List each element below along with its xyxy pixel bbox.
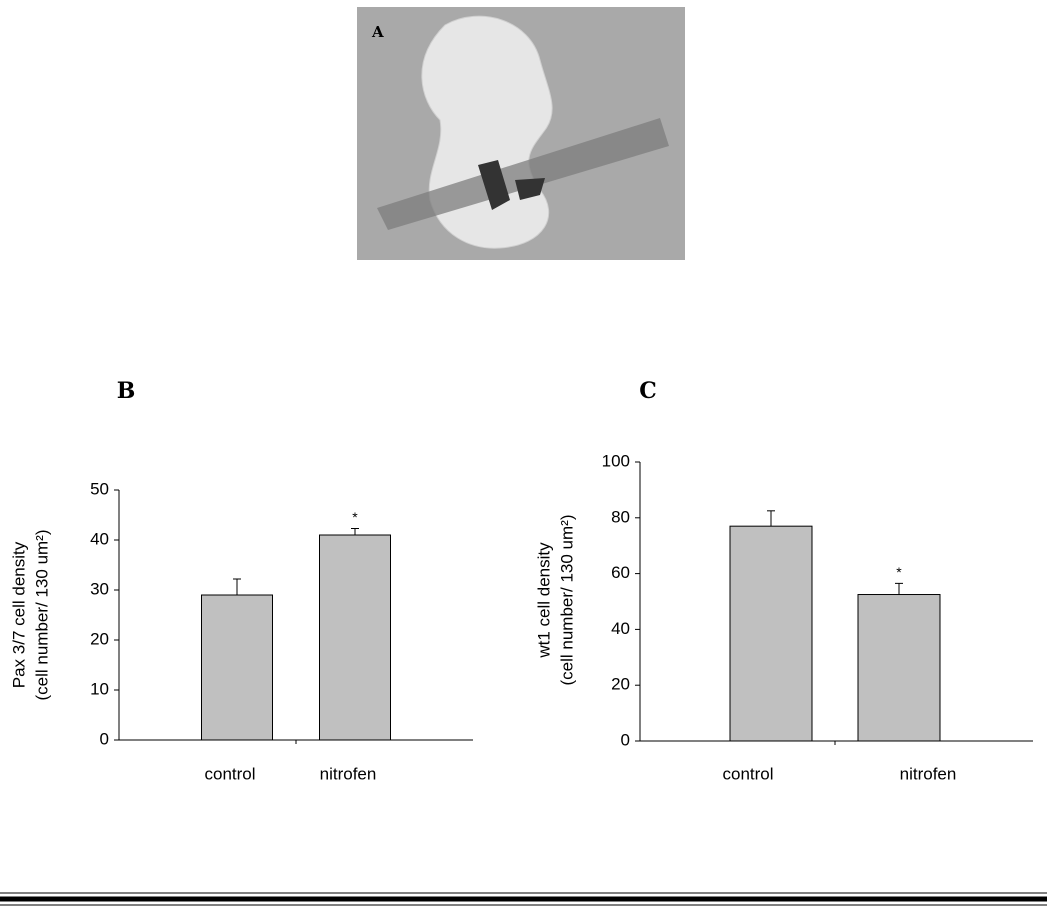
y-tick-label: 40 [90,529,109,548]
y-tick-label: 40 [611,619,630,638]
embryo-image: A [357,7,685,260]
significance-marker: * [896,564,902,580]
x-tick-label: nitrofen [320,764,377,783]
x-tick-label: nitrofen [900,764,957,783]
y-tick-label: 30 [90,579,109,598]
y-tick-label: 20 [611,675,630,694]
error-bar [767,511,775,526]
y-axis-label: wt1 cell density [534,542,553,659]
bar [730,526,812,741]
y-tick-label: 0 [100,729,109,748]
panel-label: C [639,378,657,404]
y-tick-label: 50 [90,479,109,498]
error-bar [351,529,359,536]
y-tick-label: 100 [602,451,630,470]
bar [202,595,273,740]
y-axis-label: Pax 3/7 cell density [9,541,28,688]
y-tick-label: 80 [611,507,630,526]
panel-label: B [117,378,136,404]
significance-marker: * [352,509,358,525]
y-tick-label: 20 [90,629,109,648]
y-axis-label: (cell number/ 130 um²) [32,529,51,700]
panel-label: A [371,23,384,41]
error-bar [895,583,903,594]
x-tick-label: control [204,764,255,783]
y-tick-label: 0 [621,730,630,749]
rule [0,893,1047,905]
bar [858,595,940,741]
bar [320,535,391,740]
figure: A BPax 3/7 cell density(cell number/ 130… [0,0,1047,922]
y-axis-label: (cell number/ 130 um²) [557,514,576,685]
x-tick-label: control [722,764,773,783]
error-bar [233,579,241,595]
y-tick-label: 60 [611,563,630,582]
y-tick-label: 10 [90,679,109,698]
